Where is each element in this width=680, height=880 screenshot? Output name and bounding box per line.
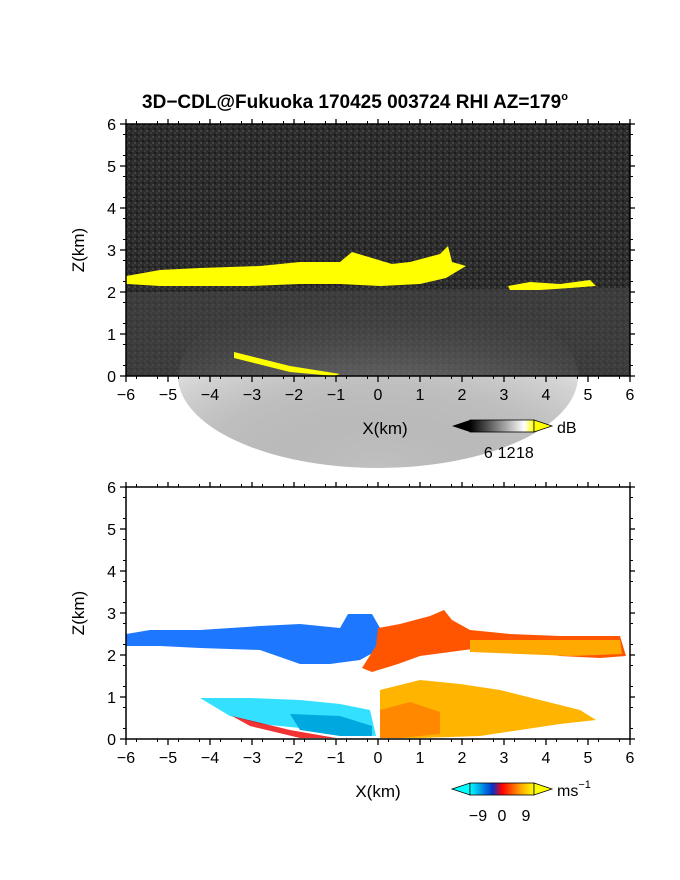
axis-ticks: −6 −5 −4 −3 −2 −1 0 1 2 3 4 5 6 0 1 2 3 4 5 6 xyxy=(107,117,635,404)
colorbar-tick-label: 9 xyxy=(522,808,531,825)
y-tick-label: 1 xyxy=(107,327,116,344)
y-tick-label: 2 xyxy=(107,285,116,302)
y-tick-label: 6 xyxy=(107,117,116,134)
right-cloud-patches xyxy=(508,280,596,290)
lower-negative-core xyxy=(290,714,372,736)
axis-ticks: −6 −5 −4 −3 −2 −1 0 1 2 3 4 5 6 0 1 2 3 4 5 6 xyxy=(107,480,635,767)
y-tick-label: 2 xyxy=(107,648,116,665)
x-tick-label: −2 xyxy=(285,387,303,404)
x-tick-label: −5 xyxy=(159,387,177,404)
x-tick-label: 1 xyxy=(416,387,425,404)
y-tick-label: 0 xyxy=(107,369,116,386)
x-tick-label: −3 xyxy=(243,387,261,404)
x-tick-label: −6 xyxy=(117,750,135,767)
colorbar-tick-label: 12 xyxy=(498,445,516,462)
x-axis-label: X(km) xyxy=(362,419,407,438)
positive-velocity-layer-far xyxy=(470,640,622,656)
ground-clutter-velocity xyxy=(232,716,336,738)
x-tick-label: 6 xyxy=(626,750,635,767)
colorbar-tick-label: 6 xyxy=(484,445,493,462)
y-tick-label: 1 xyxy=(107,690,116,707)
x-tick-label: 1 xyxy=(416,750,425,767)
x-axis-label: X(km) xyxy=(355,782,400,801)
y-tick-label: 3 xyxy=(107,606,116,623)
negative-velocity-layer xyxy=(126,614,380,664)
y-tick-label: 5 xyxy=(107,522,116,539)
y-axis-label: Z(km) xyxy=(69,591,88,635)
colorbar-ticks: 6 12 18 xyxy=(484,445,534,462)
colorbar: dB 6 12 18 xyxy=(452,419,577,462)
x-tick-label: 3 xyxy=(500,387,509,404)
x-tick-label: 6 xyxy=(626,387,635,404)
y-tick-label: 0 xyxy=(107,732,116,749)
x-tick-label: −2 xyxy=(285,750,303,767)
x-tick-label: 0 xyxy=(374,387,383,404)
lower-positive-core xyxy=(380,702,440,738)
x-tick-label: 2 xyxy=(458,750,467,767)
colorbar-ticks: −9 0 9 xyxy=(469,808,531,825)
x-tick-label: −5 xyxy=(159,750,177,767)
velocity-background xyxy=(126,487,630,739)
colorbar-unit: ms−1 xyxy=(557,779,591,800)
x-tick-label: 4 xyxy=(542,750,551,767)
x-tick-label: −1 xyxy=(327,750,345,767)
y-tick-label: 3 xyxy=(107,243,116,260)
x-tick-label: 2 xyxy=(458,387,467,404)
velocity-panel: X(km) Z(km) −6 −5 −4 −3 −2 −1 0 1 2 3 4 5 6 0 1 2 3 4 5 6 m… xyxy=(69,480,635,825)
colorbar-tick-label: 0 xyxy=(498,808,507,825)
y-tick-label: 4 xyxy=(107,564,116,581)
x-tick-label: −3 xyxy=(243,750,261,767)
x-tick-label: 5 xyxy=(584,387,593,404)
x-tick-label: −4 xyxy=(201,750,219,767)
x-tick-label: 3 xyxy=(500,750,509,767)
ground-clutter xyxy=(234,352,340,376)
x-tick-label: 4 xyxy=(542,387,551,404)
colorbar-tick-label: −9 xyxy=(469,808,487,825)
x-tick-label: −1 xyxy=(327,387,345,404)
x-tick-label: −6 xyxy=(117,387,135,404)
colorbar: ms−1 −9 0 9 xyxy=(450,779,591,825)
y-tick-label: 5 xyxy=(107,159,116,176)
x-tick-label: −4 xyxy=(201,387,219,404)
figure-title: 3D−CDL@Fukuoka 170425 003724 RHI AZ=179o xyxy=(142,91,568,113)
y-tick-label: 6 xyxy=(107,480,116,497)
y-tick-label: 4 xyxy=(107,201,116,218)
colorbar-tick-label: 18 xyxy=(516,445,534,462)
colorbar-unit: dB xyxy=(557,420,577,437)
x-tick-label: 0 xyxy=(374,750,383,767)
x-tick-label: 5 xyxy=(584,750,593,767)
cloud-base-layer xyxy=(126,246,466,286)
y-axis-label: Z(km) xyxy=(69,228,88,272)
